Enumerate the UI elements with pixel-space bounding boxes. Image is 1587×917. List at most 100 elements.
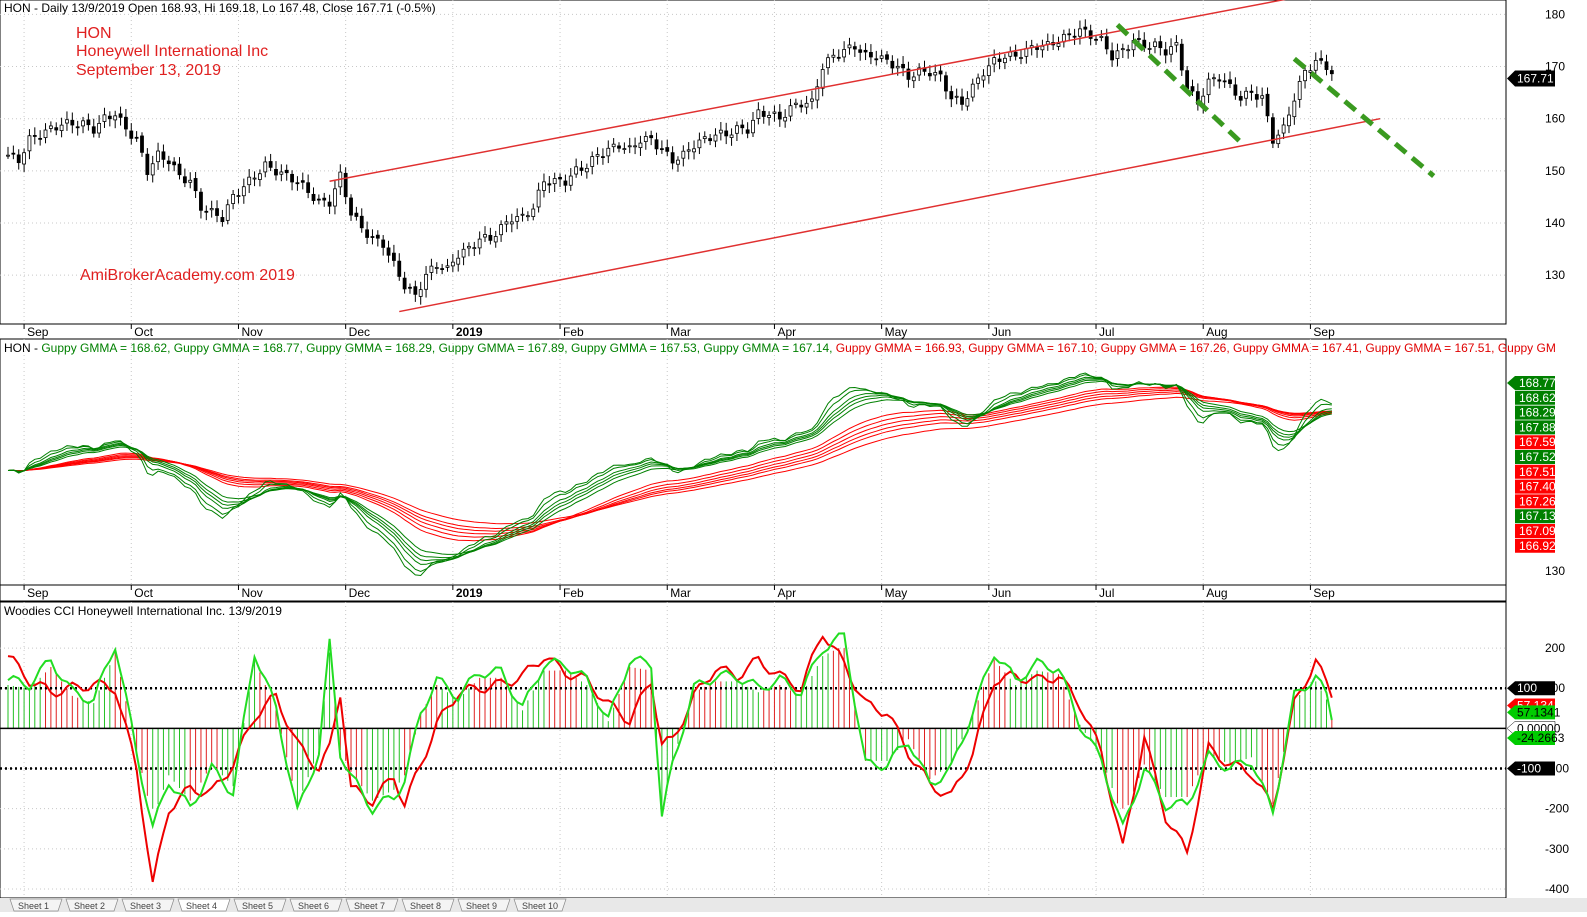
price-x-tick: Dec <box>349 325 370 339</box>
candle-body <box>515 216 520 222</box>
candle-body <box>574 166 579 175</box>
price-y-tick: 130 <box>1545 268 1565 282</box>
candle-body <box>70 119 75 126</box>
price-x-tick: May <box>885 325 908 339</box>
candle-body <box>1313 59 1318 71</box>
price-x-tick: Mar <box>670 325 691 339</box>
gmma-badge-bg <box>1515 464 1555 479</box>
candle-body <box>584 167 589 173</box>
candle-body <box>756 109 761 119</box>
candle-body <box>102 114 107 122</box>
candle-body <box>467 245 471 249</box>
gmma-lines <box>7 372 1333 577</box>
candle-body <box>1115 50 1120 59</box>
candle-body <box>1169 46 1173 55</box>
candle-body <box>692 148 696 153</box>
candle-body <box>43 129 48 139</box>
candle-body <box>1110 50 1115 61</box>
candle-body <box>885 54 889 60</box>
last-price-badge-text: 167.71 <box>1517 71 1554 85</box>
candle-body <box>858 49 863 53</box>
candle-body <box>965 98 970 107</box>
candle-body <box>295 182 300 185</box>
gmma-pane[interactable]: HON - Guppy GMMA = 168.62, Guppy GMMA = … <box>0 338 1565 602</box>
cci-pane[interactable]: Woodies CCI Honeywell International Inc.… <box>0 601 1569 899</box>
candle-body <box>499 224 503 236</box>
candle-body <box>1281 124 1286 134</box>
sheet-tab <box>513 898 567 912</box>
sheet-tab-label: Sheet 4 <box>186 901 217 911</box>
upper-channel-line <box>329 0 1287 182</box>
candle-body <box>1324 61 1329 70</box>
sheet-tab-label: Sheet 3 <box>130 901 161 911</box>
candle-body <box>370 236 375 238</box>
candle-body <box>531 208 536 217</box>
candle-body <box>525 215 530 218</box>
candle-body <box>354 212 359 217</box>
candle-body <box>847 44 852 49</box>
candle-body <box>1190 86 1195 92</box>
candle-body <box>225 204 230 221</box>
gmma-header-part: Guppy GM <box>1498 341 1556 355</box>
gmma-badge-text: 168.294 <box>1519 406 1563 420</box>
cci-badge-text: -24.2663 <box>1517 731 1565 745</box>
candle-body <box>1212 77 1216 80</box>
candle-body <box>761 110 766 117</box>
gmma-badge-text: 167.529 <box>1519 450 1563 464</box>
candle-body <box>659 148 664 151</box>
candle-body <box>391 252 396 261</box>
gmma-header-part: Guppy GMMA = 167.53, <box>571 341 703 355</box>
candle-body <box>397 260 402 277</box>
candle-body <box>1260 95 1265 99</box>
candle-body <box>166 160 171 165</box>
candle-body <box>172 161 177 166</box>
candle-body <box>48 125 53 129</box>
candle-body <box>268 161 273 168</box>
price-x-tick: Oct <box>134 325 153 339</box>
candle-body <box>601 156 605 159</box>
candle-body <box>413 286 418 295</box>
gmma-x-tick: Dec <box>349 586 370 600</box>
candle-body <box>429 265 434 273</box>
price-x-tick: Sep <box>27 325 49 339</box>
candle-body <box>456 257 461 265</box>
candle-body <box>826 57 830 69</box>
gmma-badge-text: 167.513 <box>1519 465 1563 479</box>
candle-body <box>81 120 85 127</box>
candle-body <box>568 175 573 186</box>
cci-badge-bg <box>1507 681 1555 696</box>
gmma-badge-text: 167.096 <box>1519 524 1563 538</box>
candle-body <box>1099 35 1104 38</box>
candle-body <box>954 95 959 98</box>
candle-body <box>16 154 21 164</box>
candle-body <box>279 171 284 175</box>
sheet-tab-label: Sheet 6 <box>298 901 329 911</box>
candle-body <box>333 188 337 207</box>
candle-body <box>874 58 879 61</box>
gmma-badge-text: 168.621 <box>1519 391 1563 405</box>
cci-y-tick: 200 <box>1545 641 1565 655</box>
gmma-pane-frame <box>0 338 1507 602</box>
candle-body <box>488 234 493 241</box>
candle-body <box>863 49 868 53</box>
gmma-x-tick: Apr <box>777 586 796 600</box>
candle-body <box>1158 41 1163 49</box>
candle-body <box>713 134 718 142</box>
gmma-badge-bg <box>1515 538 1555 553</box>
sheet-tab-label: Sheet 7 <box>354 901 385 911</box>
gmma-x-tick: Nov <box>241 586 262 600</box>
candle-body <box>1083 26 1088 30</box>
candle-body <box>751 119 755 134</box>
candle-body <box>724 130 729 137</box>
candle-body <box>408 286 412 289</box>
gmma-header-part: Guppy GMMA = 167.89, <box>439 341 571 355</box>
price-pane[interactable]: HON - Daily 13/9/2019 Open 168.93, Hi 16… <box>0 0 1565 339</box>
candle-body <box>810 98 814 102</box>
candle-body <box>182 176 187 184</box>
candle-body <box>1228 79 1232 84</box>
candle-body <box>59 124 64 132</box>
gmma-badge-bg <box>1515 435 1555 450</box>
candle-body <box>274 169 278 176</box>
